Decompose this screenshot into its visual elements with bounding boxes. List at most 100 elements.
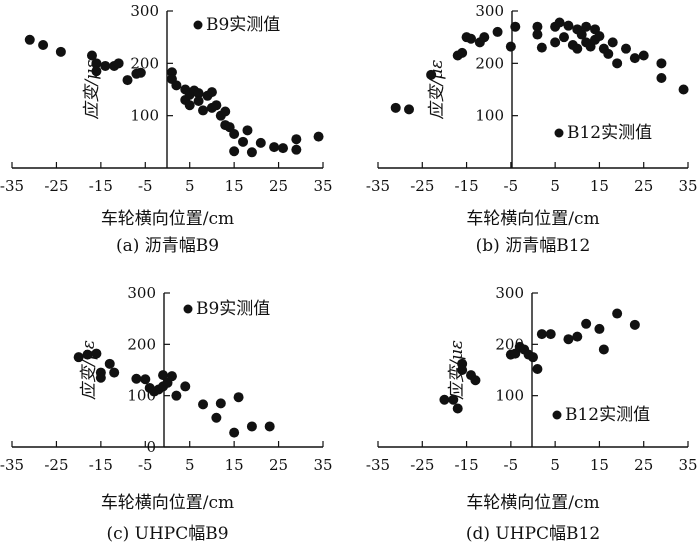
panel-c-x-tick-label: 5 [185, 456, 195, 474]
panel-a-data-point [269, 142, 280, 153]
panel-a-data-point [278, 143, 289, 154]
panel-a-x-tick-label: 25 [269, 177, 288, 195]
panel-a-legend-label: B9实测值 [206, 15, 280, 35]
panel-d-data-point [563, 334, 574, 345]
panel-a-data-point [24, 34, 35, 45]
panel-b-x-tick-label: -15 [454, 177, 478, 195]
panel-a-x-tick-label: -35 [0, 177, 24, 195]
panel-b-data-point [559, 32, 569, 43]
panel-b-data-point [390, 102, 401, 113]
panel-c-data-point [171, 390, 182, 401]
panel-b-x-tick-label: -5 [504, 177, 519, 195]
panel-d-data-point [457, 365, 468, 375]
panel-a-x-tick-label: 35 [313, 177, 332, 195]
panel-a-y-tick-label: 200 [130, 54, 159, 72]
panel-b-x-axis-label: 车轮横向位置/cm [466, 209, 599, 229]
panel-a-x-tick-label: 5 [185, 177, 195, 195]
panel-b-data-point [404, 104, 414, 115]
panel-d-data-point [598, 344, 609, 355]
panel-b-data-point [621, 43, 631, 54]
panel-c-data-point [166, 371, 177, 382]
panel-c-data-point [82, 349, 93, 360]
panel-a-data-point [238, 136, 249, 147]
panel-b-data-point [479, 32, 490, 43]
panel-d-data-point [572, 331, 583, 342]
panel-a-y-tick-label: 100 [130, 107, 159, 125]
panel-b-data-point [638, 50, 649, 61]
panel-d-data-point [536, 329, 547, 340]
panel-c-data-point [198, 399, 209, 410]
panel-c-data-point [109, 367, 120, 378]
panel-b-data-point [505, 41, 516, 52]
panel-c-data-point [233, 392, 244, 403]
panel-d-y-tick-label: 100 [495, 387, 524, 405]
panel-b-data-point [563, 20, 574, 31]
panel-b-y-tick-label: 200 [475, 54, 504, 72]
panel-c-data-point [91, 348, 102, 359]
panel-b-x-tick-label: 25 [634, 177, 653, 195]
panel-d-data-point [470, 375, 481, 386]
panel-c-x-axis-label: 车轮横向位置/cm [101, 493, 234, 513]
panel-d-data-point [452, 403, 463, 414]
panel-b-data-point [656, 72, 667, 83]
panel-c-y-tick-label: 200 [127, 335, 156, 353]
panel-b-data-point [532, 21, 543, 32]
panel-c-x-tick-label: 35 [313, 456, 332, 474]
panel-b-x-tick-label: 35 [678, 177, 697, 195]
panel-a-data-point [198, 105, 209, 116]
panel-b-data-point [550, 37, 561, 48]
panel-d-x-tick-label: -5 [504, 456, 519, 474]
panel-c-x-tick-label: -15 [89, 456, 113, 474]
panel-c-x-tick-label: -25 [44, 456, 68, 474]
panel-b-legend-marker [554, 128, 564, 138]
panel-a-data-point [100, 60, 111, 71]
panel-a-x-axis-label: 车轮横向位置/cm [101, 209, 234, 229]
panel-b-data-point [612, 58, 623, 69]
panel-b-data-point [581, 21, 592, 32]
panel-d-data-point [532, 363, 543, 374]
panel-a-data-point [313, 131, 324, 142]
panel-b-data-point [492, 26, 503, 37]
panel-b-data-point [572, 43, 583, 54]
panel-a-data-point [122, 75, 133, 86]
panel-c-legend-label: B9实测值 [196, 299, 270, 319]
panel-c-data-point [215, 398, 226, 409]
panel-a-data-point [242, 125, 253, 136]
panel-d-data-point [581, 318, 592, 329]
panel-c-x-tick-label: -5 [138, 456, 153, 474]
panel-c-data-point [211, 412, 222, 423]
panel-b-data-point [629, 53, 640, 64]
panel-d-legend-label: B12实测值 [565, 405, 650, 425]
panel-b-data-point [576, 29, 587, 40]
panel-b-data-point [457, 47, 468, 58]
panel-b-y-tick-label: 300 [475, 2, 504, 20]
panel-b-x-tick-label: -25 [410, 177, 434, 195]
panel-a-x-tick-label: -15 [89, 177, 113, 195]
panel-c-data-point [104, 358, 115, 369]
panel-d-y-tick-label: 300 [495, 284, 524, 302]
panel-a-data-point [135, 67, 146, 78]
panel-d-data-point [629, 319, 640, 330]
panel-c-data-point [229, 427, 240, 438]
panel-b-data-point [603, 48, 614, 59]
panel-b-x-tick-label: 5 [550, 177, 560, 195]
panel-c-y-tick-label: 0 [146, 438, 156, 456]
panel-a-x-tick-label: 15 [225, 177, 244, 195]
panel-a-data-point [193, 88, 204, 99]
panel-b-data-point [426, 69, 437, 80]
panel-d-data-point [439, 394, 450, 405]
panel-a-data-point [86, 50, 97, 61]
panel-b-x-tick-label: 15 [590, 177, 609, 195]
panel-b-x-tick-label: -35 [366, 177, 390, 195]
panel-a-data-point [211, 100, 222, 111]
panel-b-data-point [554, 17, 565, 28]
panel-c-data-point [73, 352, 84, 363]
panel-a-data-point [55, 46, 66, 57]
panel-b-data-point [607, 37, 618, 48]
panel-a-data-point [255, 137, 266, 148]
panel-a-data-point [229, 146, 240, 157]
panel-d-y-axis-label: 应变/με [447, 340, 467, 400]
panel-a-data-point [91, 58, 102, 69]
panel-a-data-point [91, 66, 102, 77]
